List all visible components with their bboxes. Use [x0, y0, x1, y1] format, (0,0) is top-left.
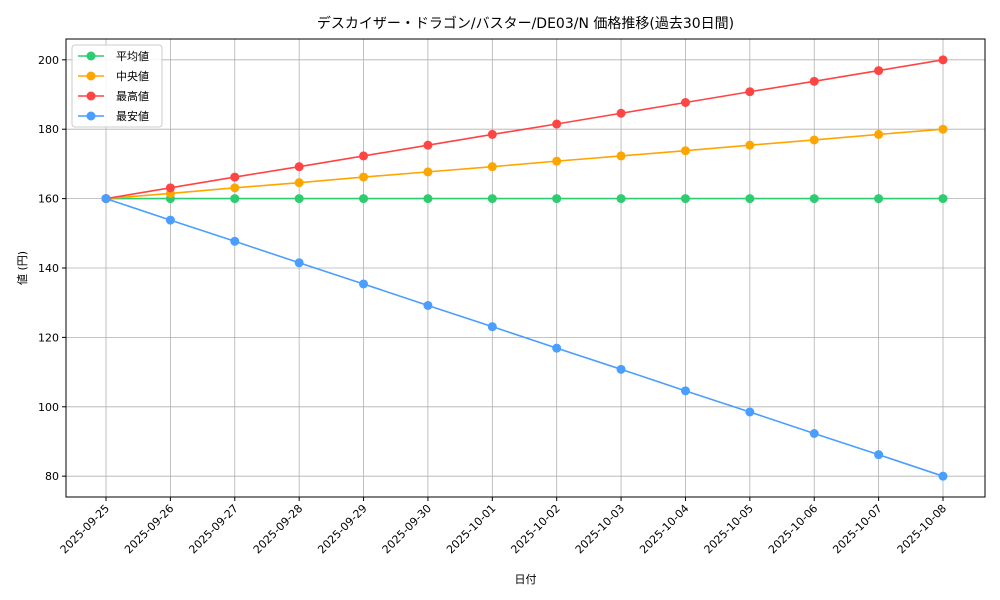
- data-point: [874, 66, 884, 76]
- data-point: [487, 322, 497, 332]
- series-1: [101, 124, 948, 204]
- data-point: [552, 156, 562, 166]
- data-point: [874, 194, 884, 204]
- data-point: [616, 364, 626, 374]
- y-tick-label: 120: [38, 331, 59, 344]
- data-point: [101, 194, 111, 204]
- legend-label: 平均値: [116, 50, 149, 63]
- data-point: [680, 97, 690, 107]
- x-tick-label: 2025-10-07: [830, 502, 884, 556]
- x-tick-label: 2025-09-25: [58, 502, 112, 556]
- x-tick-label: 2025-10-01: [444, 502, 498, 556]
- y-axis-label: 値 (円): [16, 251, 29, 285]
- series-line: [105, 59, 944, 200]
- legend-marker: [86, 111, 96, 121]
- legend-marker: [86, 91, 96, 101]
- y-tick-label: 140: [38, 262, 59, 275]
- data-point: [487, 194, 497, 204]
- x-axis-label: 日付: [515, 573, 537, 586]
- data-point: [809, 429, 819, 439]
- data-point: [294, 162, 304, 172]
- x-tick-label: 2025-10-04: [637, 502, 691, 556]
- data-point: [165, 183, 175, 193]
- x-tick-label: 2025-09-29: [315, 502, 369, 556]
- data-point: [745, 87, 755, 97]
- data-point: [359, 172, 369, 182]
- data-point: [552, 343, 562, 353]
- series-line: [105, 197, 944, 477]
- data-point: [487, 162, 497, 172]
- data-point: [423, 300, 433, 310]
- x-tick-label: 2025-09-28: [251, 502, 305, 556]
- data-point: [809, 135, 819, 145]
- data-point: [874, 129, 884, 139]
- x-tick-label: 2025-10-05: [702, 502, 756, 556]
- data-point: [359, 151, 369, 161]
- data-point: [938, 194, 948, 204]
- data-point: [809, 76, 819, 86]
- data-point: [230, 236, 240, 246]
- data-point: [938, 55, 948, 65]
- data-point: [938, 124, 948, 134]
- data-point: [359, 279, 369, 289]
- data-point: [745, 194, 755, 204]
- series-3: [101, 194, 948, 481]
- data-point: [230, 183, 240, 193]
- y-tick-label: 100: [38, 401, 59, 414]
- data-point: [552, 119, 562, 129]
- series-line: [105, 128, 944, 200]
- data-point: [423, 194, 433, 204]
- series-0: [101, 194, 948, 204]
- x-tick-label: 2025-10-06: [766, 502, 820, 556]
- legend-box: [71, 44, 163, 128]
- legend-marker: [86, 51, 96, 61]
- data-point: [487, 129, 497, 139]
- x-tick-label: 2025-09-26: [122, 502, 176, 556]
- x-tick-label: 2025-10-03: [573, 502, 627, 556]
- series-2: [101, 55, 948, 204]
- data-point: [745, 140, 755, 150]
- legend-label: 中央値: [116, 70, 149, 83]
- data-point: [359, 194, 369, 204]
- data-point: [294, 194, 304, 204]
- data-point: [230, 172, 240, 182]
- data-point: [165, 215, 175, 225]
- data-point: [423, 140, 433, 150]
- x-tick-label: 2025-10-08: [895, 502, 949, 556]
- data-point: [616, 151, 626, 161]
- data-point: [680, 146, 690, 156]
- data-point: [294, 258, 304, 268]
- y-tick-label: 80: [45, 470, 59, 483]
- data-point: [294, 178, 304, 188]
- y-tick-label: 160: [38, 193, 59, 206]
- data-point: [680, 386, 690, 396]
- x-tick-label: 2025-09-27: [186, 502, 240, 556]
- legend-label: 最安値: [116, 109, 149, 123]
- chart-title: デスカイザー・ドラゴン/バスター/DE03/N 価格推移(過去30日間): [317, 15, 734, 32]
- y-tick-label: 180: [38, 123, 59, 136]
- legend-marker: [86, 71, 96, 81]
- data-point: [423, 167, 433, 177]
- data-point: [680, 194, 690, 204]
- data-point: [745, 407, 755, 417]
- data-point: [552, 194, 562, 204]
- data-point: [874, 450, 884, 460]
- data-point: [938, 471, 948, 481]
- data-point: [230, 194, 240, 204]
- x-tick-label: 2025-10-02: [508, 502, 562, 556]
- legend-label: 最高値: [116, 89, 149, 103]
- x-tick-label: 2025-09-30: [380, 502, 434, 556]
- y-tick-label: 200: [38, 54, 59, 67]
- data-point: [616, 108, 626, 118]
- data-point: [809, 194, 819, 204]
- data-point: [616, 194, 626, 204]
